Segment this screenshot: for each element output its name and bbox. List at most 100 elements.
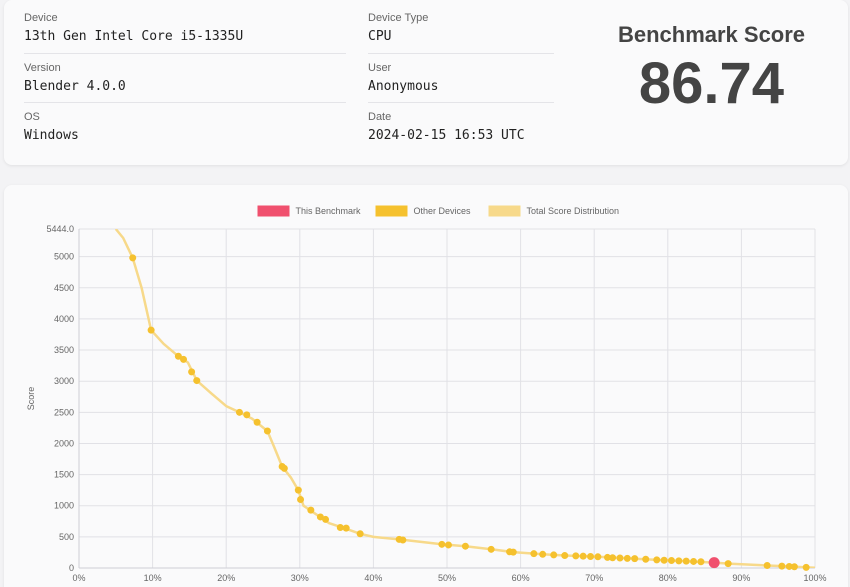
other-device-point [603,553,611,561]
other-device-point [294,486,302,494]
other-device-point [509,548,517,556]
y-axis-title: Score [26,387,36,411]
version-value: Blender 4.0.0 [24,79,126,94]
other-device-point [147,326,155,334]
date-value: 2024-02-15 16:53 UTC [368,128,525,143]
other-device-point [280,464,288,472]
chart-grid [78,228,816,569]
other-device-point [609,554,617,562]
legend-item[interactable]: This Benchmark [257,205,362,217]
divider [368,53,554,54]
other-device-point [399,536,407,544]
other-device-point [667,557,675,565]
chart-axes: 0 500 1000 1500 2000 2500 3000 3500 4000 4500 5000… [26,224,827,583]
device-info-card: Device 13th Gen Intel Core i5-1335U Vers… [4,0,848,165]
distribution-line-layer [114,229,815,568]
x-tick-label: 90% [732,573,750,583]
score-distribution-chart: 0 500 1000 1500 2000 2500 3000 3500 4000 4500 5000… [26,205,827,583]
legend-swatch [257,205,290,217]
other-device-point [336,524,344,532]
chart-legend[interactable]: This Benchmark Other Devices Total Score D… [257,205,620,217]
device-type-value: CPU [368,29,392,44]
y-tick-label: 4000 [54,314,74,324]
other-device-point [587,552,595,560]
user-label: User [368,62,392,74]
other-device-point [550,551,558,559]
os-label: OS [24,111,40,123]
other-device-point [253,418,261,426]
y-tick-label: 1000 [54,501,74,511]
x-tick-label: 80% [659,573,677,583]
other-device-point [561,552,569,560]
y-tick-label: 5444.0 [46,224,74,234]
date-field: Date 2024-02-15 16:53 UTC [368,111,525,143]
other-device-point [356,530,364,538]
y-tick-label: 1500 [54,470,74,480]
other-device-point [342,524,350,532]
other-device-point [243,411,251,419]
other-device-point [539,550,547,558]
version-label: Version [24,62,61,74]
device-type-field: Device Type CPU [368,12,428,44]
user-field: User Anonymous [368,62,438,94]
other-device-point [307,506,315,514]
other-device-point [487,545,495,553]
legend-item[interactable]: Total Score Distribution [488,205,620,217]
y-tick-label: 0 [69,563,74,573]
divider [24,102,346,103]
legend-swatch [375,205,408,217]
x-tick-label: 30% [291,573,309,583]
benchmark-score-title: Benchmark Score [617,22,806,47]
legend-swatch [488,205,521,217]
other-device-point [616,554,624,562]
other-device-point [778,562,786,570]
other-device-point [438,540,446,548]
other-device-point [530,550,538,558]
version-field: Version Blender 4.0.0 [24,62,126,94]
other-device-point [682,557,690,565]
legend-item[interactable]: Other Devices [375,205,472,217]
user-value: Anonymous [368,79,439,94]
other-device-point [594,553,602,561]
y-tick-label: 3000 [54,376,74,386]
other-device-point [235,408,243,416]
os-field: OS Windows [24,111,79,143]
divider [24,53,346,54]
other-device-point [444,541,452,549]
y-tick-label: 5000 [54,252,74,262]
other-device-point [631,555,639,563]
other-device-point [697,558,705,566]
benchmark-score-value: 86.74 [638,51,785,116]
legend-label: Total Score Distribution [527,206,620,216]
total-score-distribution-line [114,229,815,568]
x-tick-label: 20% [217,573,235,583]
x-tick-label: 60% [512,573,530,583]
data-points-layer [129,254,810,571]
device-field: Device 13th Gen Intel Core i5-1335U [24,12,243,44]
other-device-point [690,557,698,565]
other-device-point [188,368,196,376]
other-device-point [297,496,305,504]
divider [368,102,554,103]
legend-label: Other Devices [414,206,472,216]
x-tick-label: 0% [72,573,85,583]
x-tick-label: 10% [144,573,162,583]
other-device-point [174,352,182,360]
x-tick-label: 100% [803,573,826,583]
score-distribution-chart-card: 0 500 1000 1500 2000 2500 3000 3500 4000 4500 5000… [4,185,848,587]
other-device-point [785,562,793,570]
legend-label: This Benchmark [296,206,362,216]
other-device-point [763,562,771,570]
device-value: 13th Gen Intel Core i5-1335U [24,29,244,44]
y-tick-label: 3500 [54,345,74,355]
other-device-point [675,557,683,565]
other-device-point [802,563,810,571]
other-device-point [193,377,201,385]
date-label: Date [368,111,392,123]
other-device-point [579,552,587,560]
other-device-point [660,556,668,564]
y-tick-label: 4500 [54,283,74,293]
y-tick-label: 2500 [54,407,74,417]
other-device-point [653,556,661,564]
other-device-point [790,563,798,571]
